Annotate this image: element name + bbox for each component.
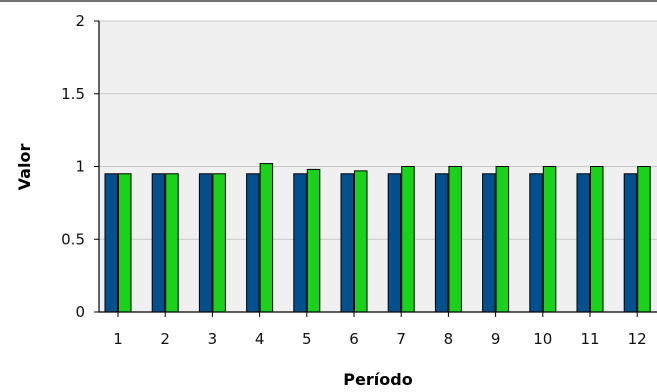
bar-series-1-period-2: [151, 173, 166, 313]
axes: 00.511.521 2 3 4 5 6 7 8 9 10 11 12: [61, 12, 657, 348]
x-tick-label: 6: [349, 330, 359, 348]
bar-series-2-period-5: [306, 168, 321, 313]
y-tick-label: 2: [75, 12, 85, 30]
bar-series-2-period-1: [118, 173, 132, 313]
bar-series-2-period-9: [495, 166, 510, 313]
y-tick-label: 0.5: [61, 230, 85, 248]
bar-series-1-period-4: [246, 173, 260, 313]
bar-series-1-period-6: [340, 173, 354, 313]
x-tick-label: 3: [208, 330, 218, 348]
bar-series-2-period-6: [354, 170, 368, 313]
bar-series-2-period-4: [259, 163, 274, 313]
x-tick-label: 1: [113, 330, 123, 348]
gridlines: [99, 20, 657, 240]
bar-series-2-period-12: [637, 166, 651, 313]
bar-series-1-period-7: [387, 173, 402, 313]
y-tick-label: 0: [75, 303, 85, 321]
x-tick-label: 7: [396, 330, 406, 348]
bar-series-2-period-7: [401, 166, 415, 313]
bar-series-1-period-5: [293, 173, 307, 313]
bar-series-1-period-1: [104, 173, 118, 313]
x-tick-label: 2: [160, 330, 170, 348]
x-tick-label: 9: [491, 330, 501, 348]
y-tick-label: 1: [75, 158, 85, 176]
bar-series-1-period-8: [434, 173, 449, 313]
bar-series-2-period-8: [448, 166, 462, 313]
x-tick-label: 5: [302, 330, 312, 348]
bar-series-1-period-10: [529, 173, 543, 313]
x-tick-label: 12: [628, 330, 647, 348]
x-tick-label: 10: [533, 330, 552, 348]
bar-series-2-period-11: [590, 166, 604, 313]
x-tick-label: 8: [444, 330, 454, 348]
y-tick-label: 1.5: [61, 85, 85, 103]
bar-series-1-period-12: [623, 173, 638, 313]
x-axis-title: Período: [343, 370, 412, 389]
x-tick-label: 4: [255, 330, 265, 348]
bar-series-2-period-2: [165, 173, 179, 313]
y-axis-title: Valor: [15, 144, 34, 191]
bar-series-1-period-11: [576, 173, 590, 313]
x-tick-label: 11: [580, 330, 599, 348]
bar-series-1-period-3: [198, 173, 213, 313]
bar-series-2-period-3: [212, 173, 226, 313]
bar-series-1-period-9: [482, 173, 496, 313]
bar-series-2-period-10: [542, 166, 557, 313]
